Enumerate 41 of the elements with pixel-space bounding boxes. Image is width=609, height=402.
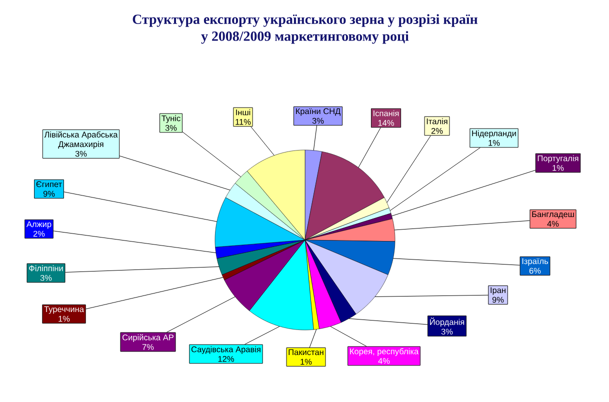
data-label: 3% <box>165 124 177 131</box>
slice-label: Алжир <box>26 221 52 229</box>
slice-label: Іспанія <box>374 110 399 116</box>
data-label: 2% <box>431 128 443 134</box>
data-label: 4% <box>547 220 559 227</box>
chart-title: Структура експорту українського зерна у розрізі країн у 2008/2009 маркетинговому році <box>132 14 478 44</box>
slice-label: Сирійська АР <box>122 334 174 342</box>
slice-label: Єгипет <box>36 181 62 188</box>
data-label: 3% <box>75 150 87 157</box>
data-label: 3% <box>40 274 52 281</box>
data-label: 9% <box>43 190 55 197</box>
slice-label: Йорданія <box>430 317 464 327</box>
slice-label: Інші <box>236 109 250 116</box>
data-label: 7% <box>142 344 154 350</box>
slice-label: Португалія <box>538 155 578 163</box>
data-label: 2% <box>33 230 45 237</box>
slice-label: Туреччина <box>44 306 84 314</box>
slice-label: Лівійська Арабська Джамахирія <box>44 131 118 149</box>
data-label: 1% <box>58 316 70 322</box>
data-label: 9% <box>492 296 504 303</box>
slice-label: Іран <box>490 287 506 295</box>
data-label: 3% <box>441 328 453 335</box>
data-label: 4% <box>378 358 390 364</box>
data-label: 14% <box>378 120 394 126</box>
data-label: 1% <box>552 165 564 171</box>
data-label: 12% <box>218 356 234 362</box>
data-label: 11% <box>236 119 251 125</box>
slice-label: Туніс <box>162 115 180 123</box>
data-label: 6% <box>529 268 541 274</box>
slice-label: Філіппіни <box>29 265 63 272</box>
slice-label: Пакистан <box>288 349 324 356</box>
data-label: 1% <box>300 358 312 365</box>
data-label: 3% <box>312 118 324 124</box>
slice-label: Саудівська Аравія <box>191 346 260 354</box>
slice-label: Нідерланди <box>472 130 516 138</box>
slice-label: Країни СНД <box>296 108 341 116</box>
slice-label: Італія <box>426 118 448 124</box>
slice-label: Бангладеш <box>532 211 574 219</box>
data-label: 1% <box>488 140 500 146</box>
slice-label: Корея, республіка <box>350 348 419 356</box>
slice-label: Ізраїль <box>522 258 548 266</box>
